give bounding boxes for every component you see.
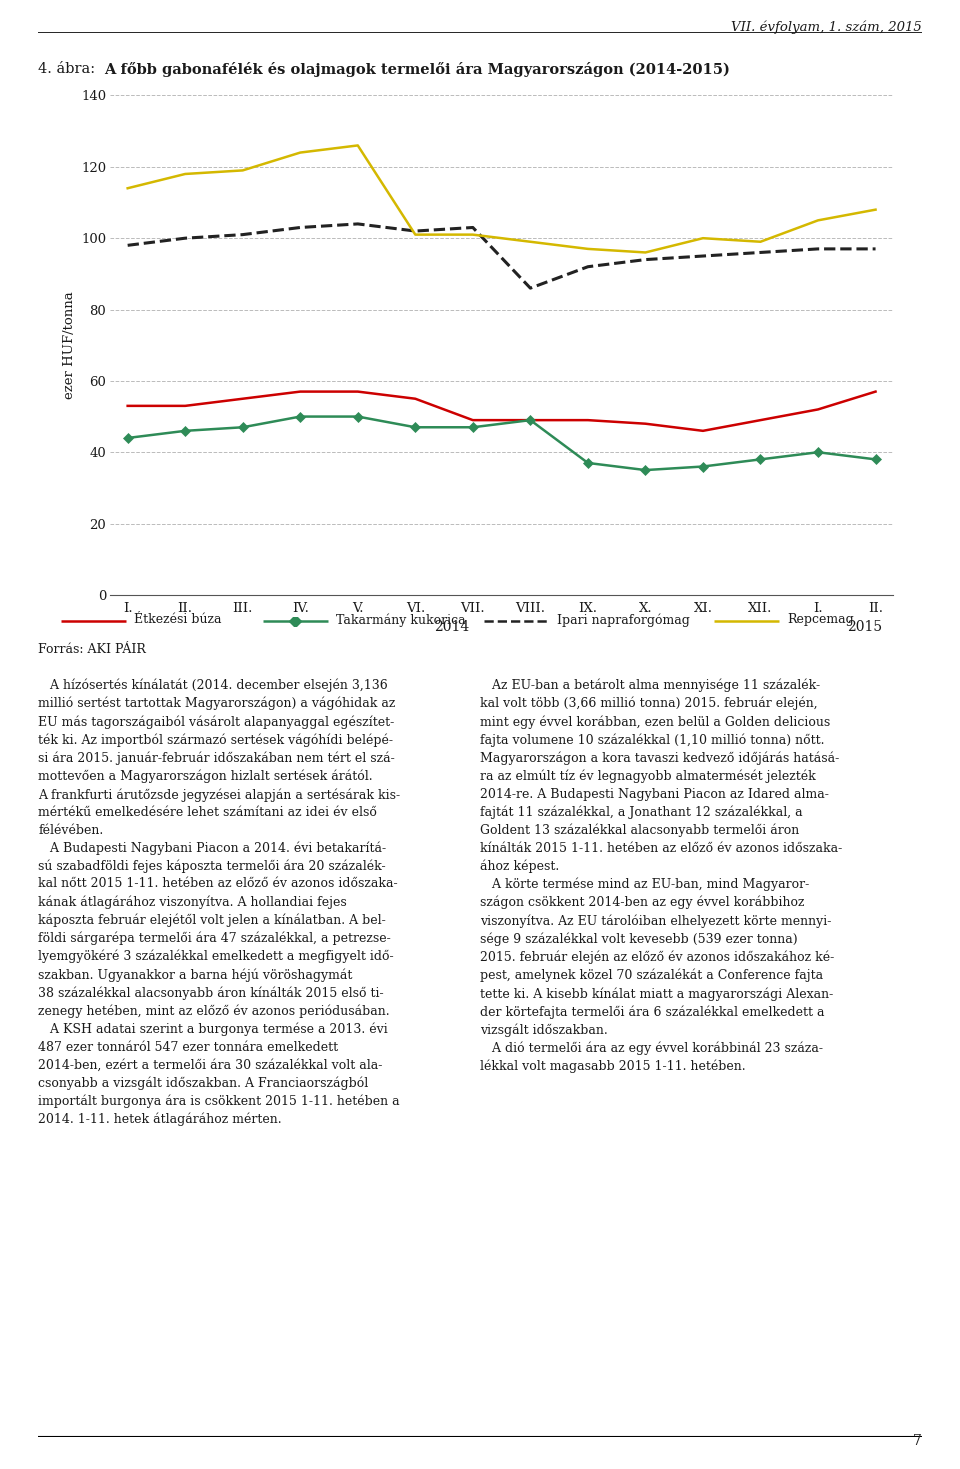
- Text: A főbb gabonafélék és olajmagok termelői ára Magyarországon (2014-2015): A főbb gabonafélék és olajmagok termelői…: [104, 62, 730, 76]
- Text: Takarmány kukorica: Takarmány kukorica: [336, 613, 466, 627]
- Text: 2014: 2014: [434, 620, 469, 635]
- Text: 4. ábra:: 4. ábra:: [38, 62, 100, 76]
- Text: Ipari napraforgómag: Ipari napraforgómag: [557, 613, 689, 627]
- Text: Forrás: AKI PÁIR: Forrás: AKI PÁIR: [38, 643, 146, 657]
- Y-axis label: ezer HUF/tonna: ezer HUF/tonna: [62, 291, 76, 400]
- Text: 7: 7: [913, 1434, 922, 1448]
- Text: Az EU-ban a betárolt alma mennyisége 11 százalék-
kal volt több (3,66 millió ton: Az EU-ban a betárolt alma mennyisége 11 …: [480, 679, 842, 1074]
- Text: 2015: 2015: [847, 620, 881, 635]
- Text: Étkezési búza: Étkezési búza: [134, 614, 222, 626]
- Text: A hízósertés kínálatát (2014. december elsején 3,136
millió sertést tartottak Ma: A hízósertés kínálatát (2014. december e…: [38, 679, 400, 1125]
- Text: VII. évfolyam, 1. szám, 2015: VII. évfolyam, 1. szám, 2015: [731, 21, 922, 34]
- Text: Repcemag: Repcemag: [787, 614, 854, 626]
